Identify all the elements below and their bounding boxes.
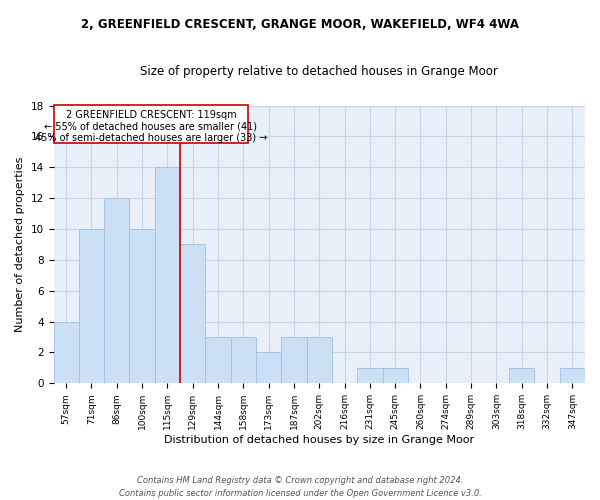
Bar xyxy=(509,368,535,384)
Bar xyxy=(230,337,256,384)
Bar xyxy=(307,337,332,384)
FancyBboxPatch shape xyxy=(53,105,248,142)
Bar xyxy=(205,337,230,384)
Bar xyxy=(53,322,79,384)
Title: Size of property relative to detached houses in Grange Moor: Size of property relative to detached ho… xyxy=(140,65,498,78)
Text: 2, GREENFIELD CRESCENT, GRANGE MOOR, WAKEFIELD, WF4 4WA: 2, GREENFIELD CRESCENT, GRANGE MOOR, WAK… xyxy=(81,18,519,30)
Bar xyxy=(357,368,383,384)
Bar xyxy=(130,229,155,384)
Bar xyxy=(104,198,130,384)
Bar xyxy=(281,337,307,384)
Bar xyxy=(383,368,408,384)
X-axis label: Distribution of detached houses by size in Grange Moor: Distribution of detached houses by size … xyxy=(164,435,475,445)
Bar xyxy=(256,352,281,384)
Text: ← 55% of detached houses are smaller (41): ← 55% of detached houses are smaller (41… xyxy=(44,122,257,132)
Text: Contains HM Land Registry data © Crown copyright and database right 2024.
Contai: Contains HM Land Registry data © Crown c… xyxy=(119,476,481,498)
Bar xyxy=(79,229,104,384)
Y-axis label: Number of detached properties: Number of detached properties xyxy=(15,157,25,332)
Text: 2 GREENFIELD CRESCENT: 119sqm: 2 GREENFIELD CRESCENT: 119sqm xyxy=(65,110,236,120)
Bar xyxy=(180,244,205,384)
Text: 45% of semi-detached houses are larger (33) →: 45% of semi-detached houses are larger (… xyxy=(35,134,267,143)
Bar xyxy=(155,168,180,384)
Bar xyxy=(560,368,585,384)
